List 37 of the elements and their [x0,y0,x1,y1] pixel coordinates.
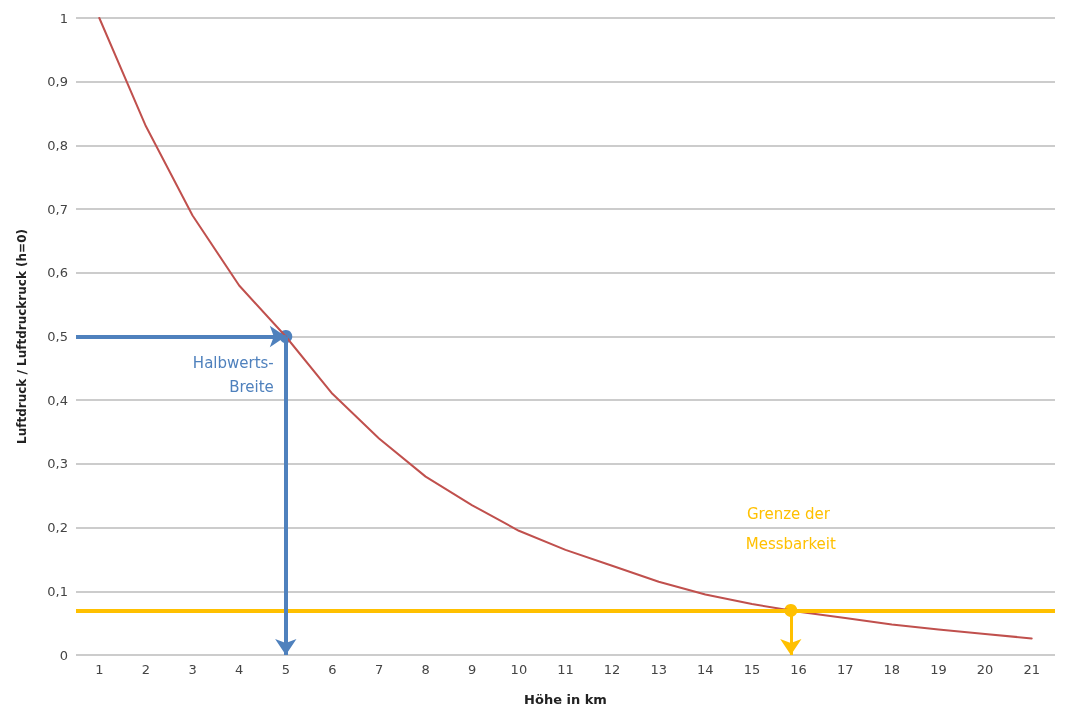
x-tick-label: 3 [188,662,197,677]
x-tick-label: 15 [743,662,761,677]
annotation: Halbwerts-Breite [192,353,274,396]
y-tick-label: 0 [59,647,68,663]
x-tick-label: 2 [141,662,151,677]
x-tick-label: 8 [421,662,430,677]
x-tick-label: 5 [281,662,290,677]
ref-line-label: Grenze der Messbarkeit [745,504,836,553]
x-tick-label: 17 [836,662,854,677]
x-tick-label: 21 [1023,662,1040,677]
line-series [98,17,1033,640]
x-tick-label: 9 [468,662,477,677]
x-tick-label: 18 [883,662,901,677]
x-axis-title: Höhe in km [524,692,607,707]
x-tick-label: 16 [790,662,807,677]
x-tick-label: 19 [930,662,947,677]
y-axis-title: Luftdruck / Luftdruckruck (h=0) [15,229,29,444]
y-tick-label: 0,4 [47,392,68,408]
y-tick-label: 0,1 [47,583,68,599]
x-tick-label: 20 [976,662,994,677]
x-tick-label: 13 [650,662,668,677]
y-tick-label: 0,8 [47,137,68,153]
y-tick-label: 0,6 [47,265,68,281]
y-tick-label: 0,7 [47,201,68,217]
y-tick-label: 0,5 [47,329,68,344]
x-tick-label: 14 [697,662,714,677]
x-tick-label: 11 [557,662,574,677]
x-tick-label: 10 [510,662,528,677]
y-tick-label: 0,2 [47,520,68,536]
x-tick-label: 1 [95,662,104,677]
y-tick-label: 1 [59,10,68,26]
x-tick-label: 12 [603,662,621,677]
y-tick-label: 0,9 [47,74,68,90]
x-tick-label: 6 [328,662,337,677]
y-tick-label: 0,3 [47,456,68,472]
x-tick-label: 7 [374,662,384,677]
x-tick-label: 4 [235,662,244,677]
